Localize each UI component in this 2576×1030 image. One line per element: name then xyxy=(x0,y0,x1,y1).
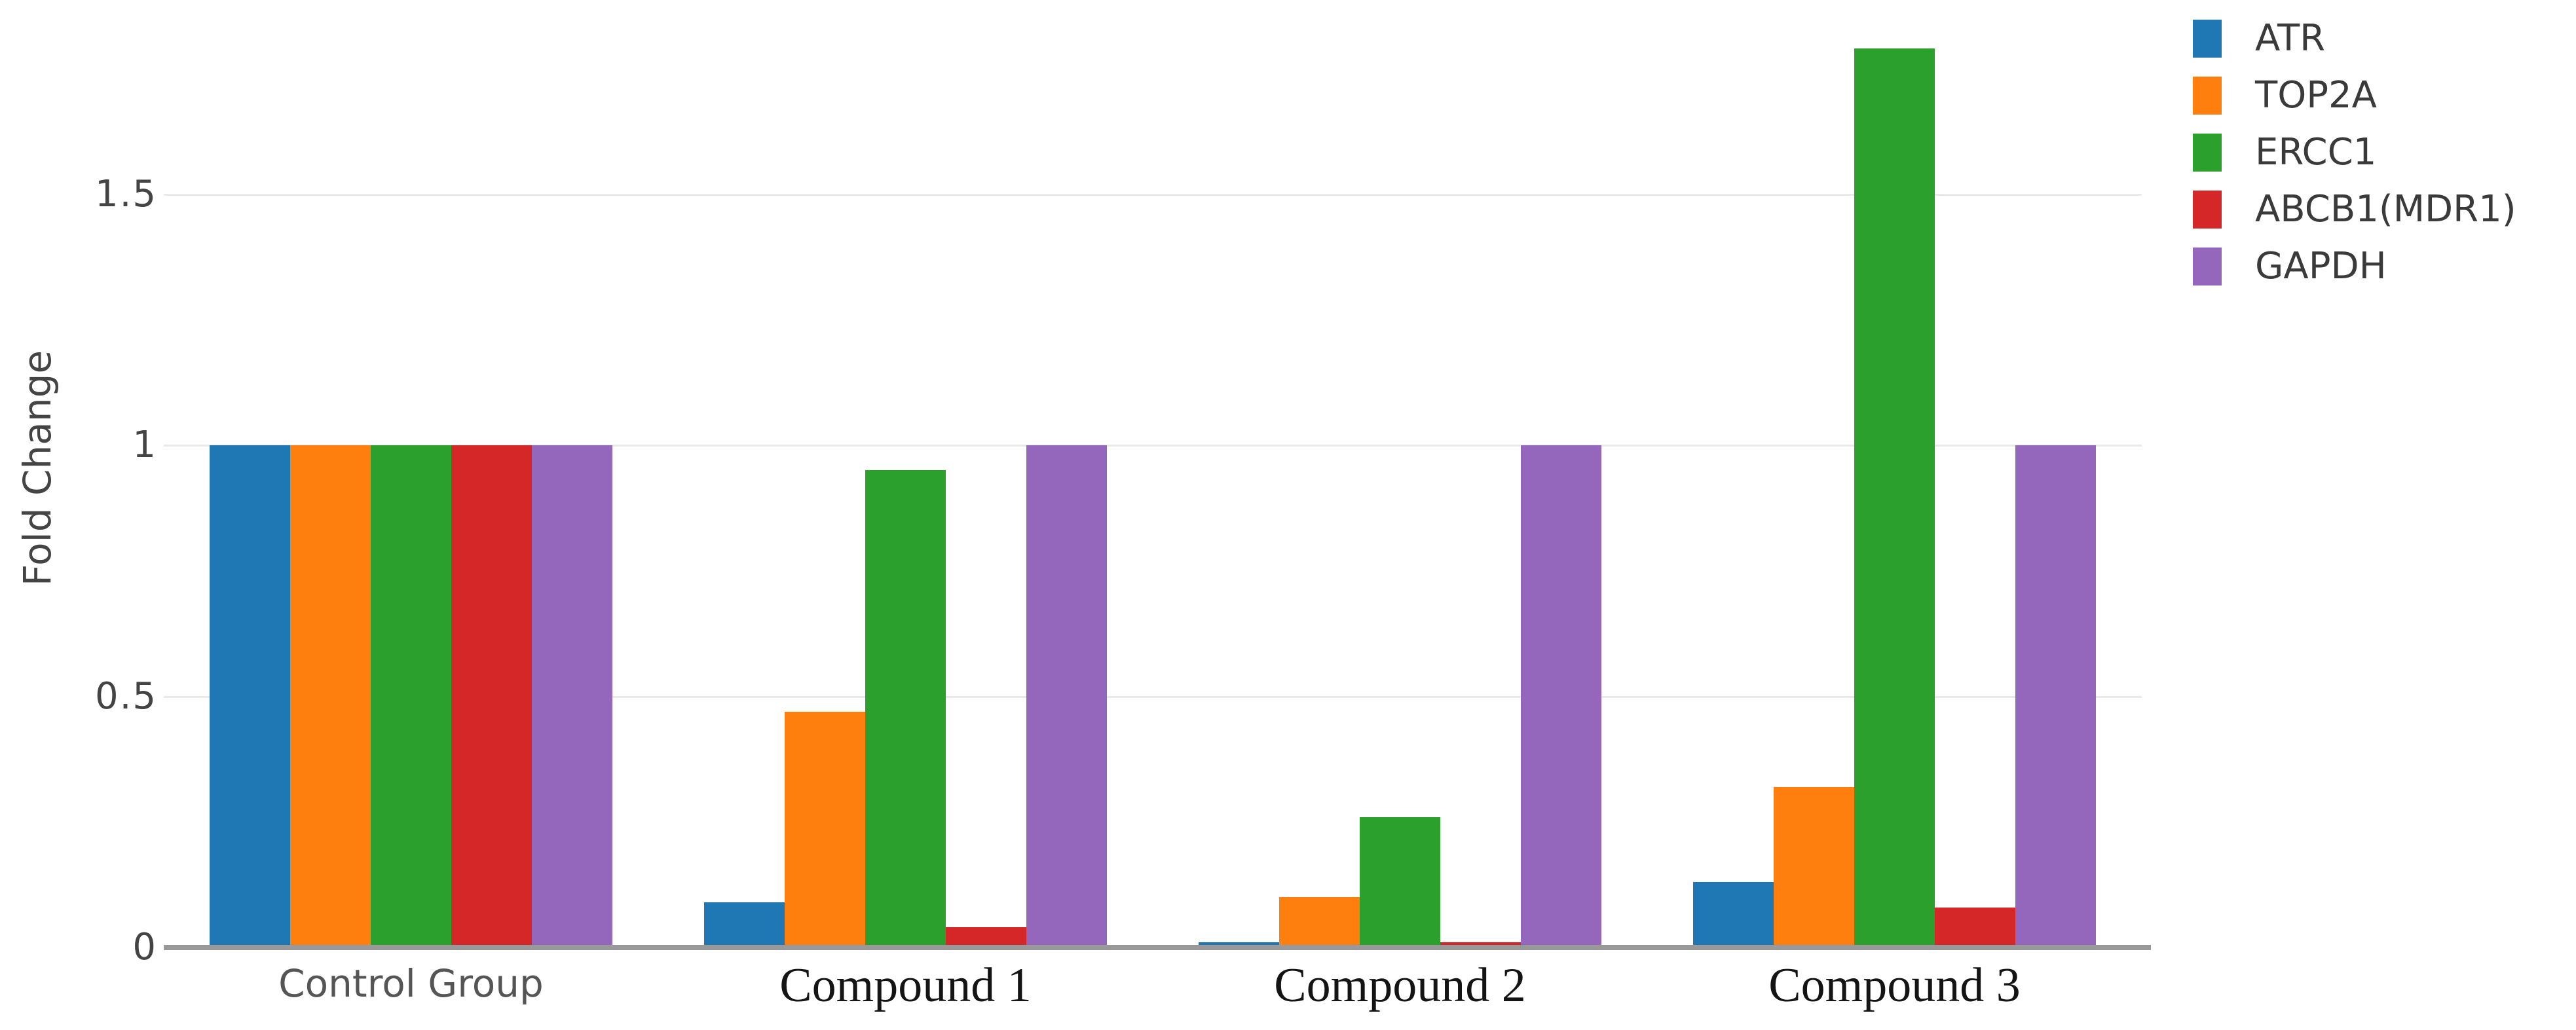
legend-item-gapdh: GAPDH xyxy=(2193,248,2516,285)
y-axis-title: Fold Change xyxy=(15,350,60,587)
bar-control-group-atr xyxy=(210,445,290,947)
legend: ATR TOP2A ERCC1 ABCB1(MDR1) GAPDH xyxy=(2193,20,2516,285)
y-tick-label: 1.5 xyxy=(94,172,157,215)
legend-label: ABCB1(MDR1) xyxy=(2255,188,2516,230)
legend-swatch-icon xyxy=(2193,191,2222,229)
gridline-0.5 xyxy=(164,695,2142,698)
bar-compound-3-gapdh xyxy=(2015,445,2096,947)
bar-compound-3-ercc1 xyxy=(1854,48,1935,947)
x-category-label: Control Group xyxy=(278,961,544,1006)
x-category-label: Compound 2 xyxy=(1274,959,1526,1012)
x-axis-line xyxy=(164,945,2151,950)
legend-item-ercc1: ERCC1 xyxy=(2193,134,2516,172)
legend-swatch-icon xyxy=(2193,134,2222,172)
legend-label: GAPDH xyxy=(2255,245,2387,287)
bar-compound-2-gapdh xyxy=(1521,445,1601,947)
legend-swatch-icon xyxy=(2193,77,2222,115)
bar-compound-2-ercc1 xyxy=(1360,817,1440,947)
bar-compound-1-gapdh xyxy=(1026,445,1107,947)
legend-label: ERCC1 xyxy=(2255,131,2377,174)
bar-compound-3-top2a xyxy=(1774,787,1854,947)
bar-control-group-abcb1-mdr1- xyxy=(451,445,532,947)
x-category-label: Compound 1 xyxy=(779,959,1032,1012)
bar-control-group-top2a xyxy=(290,445,371,947)
legend-swatch-icon xyxy=(2193,248,2222,285)
gridline-1 xyxy=(164,445,2142,447)
legend-item-abcb1-mdr1-: ABCB1(MDR1) xyxy=(2193,191,2516,229)
gridline-1.5 xyxy=(164,193,2142,196)
legend-item-top2a: TOP2A xyxy=(2193,77,2516,115)
bar-compound-2-top2a xyxy=(1279,897,1360,947)
bar-control-group-ercc1 xyxy=(371,445,451,947)
bar-compound-3-atr xyxy=(1693,882,1774,947)
bar-compound-1-atr xyxy=(704,902,785,947)
legend-label: ATR xyxy=(2255,17,2326,60)
bar-compound-1-abcb1-mdr1- xyxy=(946,927,1026,947)
legend-item-atr: ATR xyxy=(2193,20,2516,58)
bar-compound-3-abcb1-mdr1- xyxy=(1935,908,2015,947)
bar-compound-1-top2a xyxy=(785,712,865,947)
bar-compound-1-ercc1 xyxy=(865,470,946,947)
y-tick-label: 1 xyxy=(132,424,157,466)
y-tick-label: 0 xyxy=(132,926,157,968)
legend-swatch-icon xyxy=(2193,20,2222,58)
bar-control-group-gapdh xyxy=(532,445,612,947)
legend-label: TOP2A xyxy=(2255,74,2377,117)
y-tick-label: 0.5 xyxy=(94,674,157,718)
x-category-label: Compound 3 xyxy=(1768,959,2021,1012)
